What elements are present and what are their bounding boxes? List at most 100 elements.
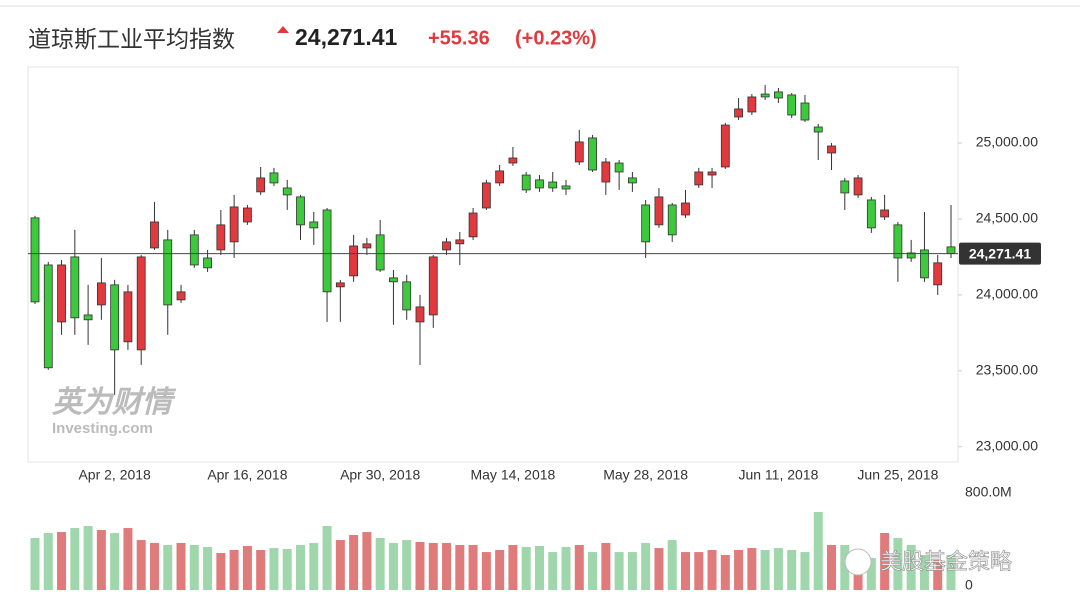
wechat-icon — [844, 548, 872, 576]
volume-bar — [588, 552, 598, 590]
volume-bar — [282, 549, 292, 590]
volume-bar — [760, 549, 770, 590]
candle-body — [203, 257, 212, 269]
watermark-investing: Investing.com — [52, 420, 153, 437]
candle-body — [707, 171, 717, 176]
volume-bar — [495, 549, 505, 590]
candle-body — [800, 102, 810, 121]
volume-bar — [667, 540, 677, 590]
candle-body — [163, 239, 173, 306]
candle-body — [561, 185, 571, 190]
volume-bar — [773, 548, 783, 590]
volume-bar — [83, 525, 93, 590]
volume-bar — [481, 552, 491, 590]
candle-body — [282, 187, 292, 196]
volume-tick-label: 800.0M — [965, 484, 1012, 500]
volume-bar — [123, 528, 133, 590]
y-tick-label: 24,500.00 — [976, 210, 1038, 226]
candle-body — [840, 180, 850, 194]
candle-body — [362, 243, 372, 249]
candle-body — [269, 172, 279, 184]
volume-tick-label: 0 — [965, 577, 973, 593]
volume-bar — [136, 540, 146, 590]
volume-bar — [216, 553, 226, 590]
candle-body — [43, 264, 53, 369]
last-price-box — [959, 242, 1041, 265]
candle-body — [415, 306, 425, 323]
candle-body — [681, 202, 690, 216]
candle-body — [309, 221, 319, 229]
volume-bar — [827, 545, 837, 590]
candle-body — [136, 256, 146, 351]
volume-bar — [163, 545, 173, 590]
volume-bar — [800, 552, 810, 590]
volume-bar — [866, 557, 876, 590]
volume-bar — [654, 548, 664, 590]
candle-body — [720, 124, 730, 168]
volume-bar — [335, 540, 345, 590]
candle-body — [866, 199, 876, 229]
candle-body — [813, 126, 823, 133]
candle-body — [123, 291, 133, 343]
volume-bar — [402, 540, 412, 590]
volume-bar — [534, 545, 544, 590]
volume-bar — [30, 537, 40, 590]
volume-bar — [110, 533, 120, 590]
volume-bar — [203, 546, 213, 590]
price-change-pct: (+0.23%) — [515, 27, 597, 49]
volume-bar — [269, 548, 279, 590]
candle-body — [548, 181, 558, 189]
candle-body — [176, 291, 186, 301]
candle-body — [96, 282, 106, 306]
candle-body — [827, 145, 836, 154]
candle-body — [70, 256, 80, 319]
volume-bar — [149, 542, 159, 590]
x-tick-label: May 28, 2018 — [603, 467, 688, 483]
candle-body — [442, 241, 451, 251]
candle-body — [57, 264, 66, 323]
volume-bar — [627, 552, 637, 590]
candle-body — [322, 209, 332, 293]
candle-body — [30, 217, 40, 303]
candle-body — [389, 277, 398, 283]
volume-bar — [747, 548, 757, 590]
volume-bar — [720, 554, 730, 590]
candle-body — [216, 224, 226, 251]
volume-bar — [919, 554, 929, 590]
candle-body — [880, 209, 890, 218]
volume-bar — [601, 542, 611, 590]
candle-body — [83, 314, 93, 321]
candle-body — [946, 246, 956, 255]
volume-bar — [933, 560, 943, 590]
last-price: 24,271.41 — [295, 24, 398, 50]
volume-bar — [508, 545, 518, 590]
candle-body — [614, 162, 624, 173]
volume-bar — [70, 528, 80, 590]
volume-bar — [229, 549, 239, 590]
candle-body — [601, 161, 611, 183]
candle-body — [588, 137, 597, 171]
volume-bar — [880, 533, 890, 590]
volume-bar — [561, 546, 571, 590]
volume-bar — [375, 537, 385, 590]
volume-bar — [734, 549, 744, 590]
candle-body — [906, 252, 916, 259]
candle-body — [760, 93, 770, 98]
volume-bar — [96, 529, 106, 590]
candle-body — [495, 170, 505, 184]
volume-bar — [707, 549, 717, 590]
last-price-box-label: 24,271.41 — [969, 245, 1031, 261]
price-change: +55.36 — [428, 27, 490, 49]
candle-body — [243, 207, 252, 223]
candle-body — [375, 234, 385, 271]
y-tick-label: 23,500.00 — [976, 362, 1038, 378]
candle-body — [787, 94, 797, 116]
candle-body — [256, 177, 266, 193]
volume-bar — [840, 545, 850, 590]
candle-body — [508, 157, 518, 164]
y-tick-label: 25,000.00 — [976, 134, 1038, 150]
watermark-cn: 英为财情 — [52, 386, 177, 419]
candle-body — [667, 204, 677, 236]
